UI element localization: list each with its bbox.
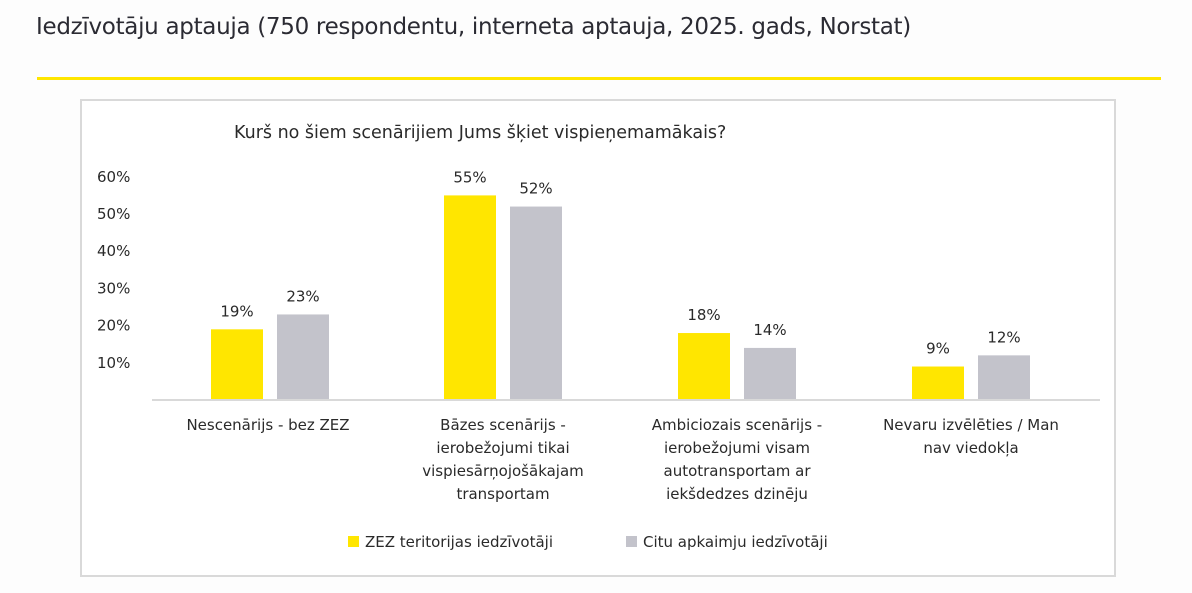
legend-swatch [626,536,637,547]
bar-citu-4 [978,355,1030,400]
data-label: 9% [926,340,950,358]
legend-label: ZEZ teritorijas iedzīvotāji [365,533,553,551]
data-label: 52% [519,180,552,198]
category-label-line: Bāzes scenārijs - [440,416,566,434]
category-label-line: ierobežojumi visam [664,439,810,457]
data-label: 23% [286,287,319,305]
category-labels: Nescenārijs - bez ZEZ Bāzes scenārijs - ie… [186,416,1058,503]
bar-citu-3 [744,347,796,400]
category-label-line: Nevaru izvēlēties / Man [883,416,1059,434]
title-divider [37,77,1161,80]
data-label: 55% [453,168,486,186]
y-tick-label: 40% [97,242,130,260]
bar-citu-1 [277,314,329,400]
bar-citu-2 [510,206,562,400]
legend: ZEZ teritorijas iedzīvotāji Citu apkaimju… [348,533,828,551]
bar-zez-3 [678,333,730,400]
data-label: 18% [687,306,720,324]
category-label-line: Ambiciozais scenārijs - [652,416,822,434]
y-tick-label: 10% [97,354,130,372]
bar-zez-4 [912,366,964,400]
category-label: Bāzes scenārijs - ierobežojumi tikai vispi… [422,416,584,503]
category-label-line: Nescenārijs - bez ZEZ [186,416,349,434]
bars [211,195,1030,400]
bar-zez-2 [444,195,496,400]
data-labels: 19% 55% 18% 9% 23% 52% 14% 12% [220,168,1020,357]
bar-zez-1 [211,329,263,400]
legend-label: Citu apkaimju iedzīvotāji [643,533,828,551]
y-axis: 10% 20% 30% 40% 50% 60% [97,168,130,372]
data-label: 19% [220,302,253,320]
category-label: Nevaru izvēlēties / Man nav viedokļa [883,416,1059,457]
legend-swatch [348,536,359,547]
category-label-line: nav viedokļa [923,439,1018,457]
y-tick-label: 50% [97,205,130,223]
chart-title: Kurš no šiem scenārijiem Jums šķiet visp… [234,123,726,143]
data-label: 14% [753,321,786,339]
category-label-line: iekšdedzes dzinēju [666,485,808,503]
category-label-line: ierobežojumi tikai [436,439,569,457]
category-label-line: transportam [456,485,549,503]
y-tick-label: 20% [97,317,130,335]
category-label: Nescenārijs - bez ZEZ [186,416,349,434]
page-title: Iedzīvotāju aptauja (750 respondentu, in… [36,14,911,40]
category-label-line: vispiesārņojošākajam [422,462,584,480]
category-label-line: autotransportam ar [664,462,812,480]
y-tick-label: 60% [97,168,130,186]
y-tick-label: 30% [97,279,130,297]
category-label: Ambiciozais scenārijs - ierobežojumi visa… [652,416,822,503]
data-label: 12% [987,328,1020,346]
